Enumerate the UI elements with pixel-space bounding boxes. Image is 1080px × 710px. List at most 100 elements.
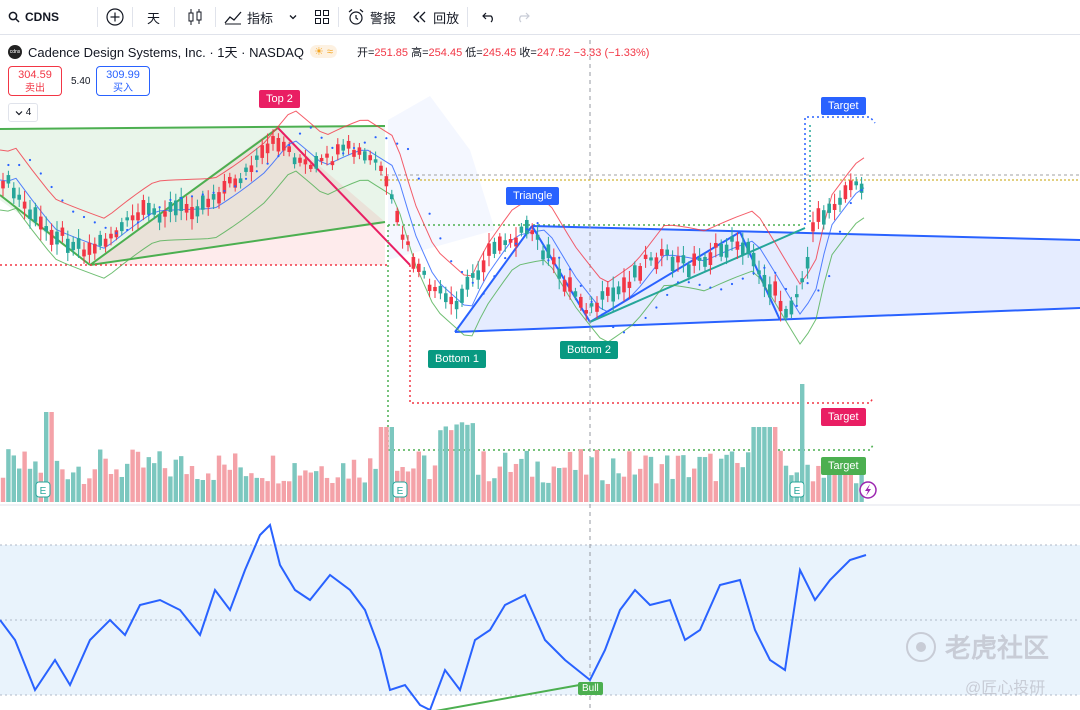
candle: [633, 261, 637, 282]
red-target-label[interactable]: Target: [821, 408, 866, 426]
replay-label: 回放: [433, 10, 460, 26]
ma-dot: [61, 199, 64, 202]
ma-dot: [385, 137, 388, 140]
candle: [368, 150, 372, 165]
ma-dot: [698, 283, 701, 286]
ma-dot: [439, 237, 442, 240]
volume-bar: [519, 458, 524, 502]
ma-dot: [180, 197, 183, 200]
volume-bar: [573, 469, 578, 502]
volume-bar: [492, 478, 497, 502]
layout-button[interactable]: [306, 0, 338, 34]
candle: [762, 264, 767, 298]
ma-dot: [7, 163, 10, 167]
ma-dot: [676, 281, 680, 284]
interval-button[interactable]: 天: [147, 10, 161, 26]
triangle-label[interactable]: Triangle: [506, 187, 560, 205]
ma-dot: [795, 304, 798, 307]
volume-bar: [778, 450, 783, 502]
volume-bar: [638, 468, 643, 502]
sell-button[interactable]: 304.59 卖出: [8, 66, 62, 96]
candle: [195, 199, 200, 224]
ma-dot: [374, 136, 377, 139]
candle: [12, 182, 16, 204]
volume-bar: [108, 474, 114, 502]
chart-type-button[interactable]: [175, 0, 215, 34]
candle: [82, 242, 86, 264]
volume-bar: [783, 465, 789, 502]
volume-bar: [756, 427, 762, 502]
volume-bar: [341, 463, 346, 502]
candle: [778, 290, 783, 322]
candle: [449, 286, 453, 315]
volume-bar: [816, 465, 821, 502]
replay-button[interactable]: 回放: [404, 0, 467, 34]
volume-bar: [486, 481, 492, 502]
candle: [103, 233, 108, 253]
volume-bar: [632, 474, 637, 502]
volume-bar: [584, 474, 589, 502]
volume-bar: [92, 469, 97, 502]
triangle-top-line: [531, 225, 1080, 241]
undo-button[interactable]: [468, 0, 510, 34]
volume-bar: [368, 458, 373, 502]
volume-bar: [643, 455, 648, 502]
candle: [768, 276, 772, 306]
volume-bar: [465, 424, 470, 502]
candle: [373, 151, 378, 171]
earnings-marker-2[interactable]: E: [392, 481, 408, 498]
earnings-marker-1[interactable]: E: [35, 481, 51, 498]
symbol-title[interactable]: Cadence Design Systems, Inc. · 1天 · NASD…: [28, 45, 304, 60]
alerts-button[interactable]: 警报: [339, 0, 404, 34]
volume-bar: [422, 455, 427, 502]
market-hours-icon[interactable]: ☀ ≈: [309, 45, 337, 58]
green-target-label[interactable]: Target: [821, 457, 866, 475]
bottom-2-label[interactable]: Bottom 2: [560, 341, 619, 359]
top-toolbar: CDNS 天 指标 警报 回放: [0, 0, 1080, 35]
compare-button[interactable]: [98, 0, 132, 34]
symbol-search[interactable]: CDNS: [0, 0, 67, 34]
top-2-label[interactable]: Top 2: [259, 90, 300, 108]
candle: [541, 244, 545, 266]
ma-dot: [687, 281, 690, 284]
ma-dot: [806, 282, 809, 285]
volume-bar: [713, 481, 718, 502]
tiger-logo-icon: [906, 631, 936, 662]
buy-button[interactable]: 309.99 买入: [96, 66, 150, 96]
volume-bar: [627, 451, 632, 502]
candle: [71, 236, 75, 256]
volume-bar: [71, 472, 76, 502]
bottom-1-label[interactable]: Bottom 1: [428, 350, 487, 368]
redo-button[interactable]: [510, 0, 536, 34]
volume-bar: [432, 465, 438, 502]
volume-bar: [362, 482, 367, 502]
blue-target-label[interactable]: Target: [821, 97, 866, 115]
ma-dot: [763, 266, 766, 269]
candle: [832, 193, 837, 221]
candle: [190, 196, 194, 230]
volume-bar: [249, 473, 254, 502]
volume-bar: [686, 477, 691, 502]
volume-bar: [211, 479, 216, 502]
ma-dot: [774, 271, 777, 274]
chevron-down-icon[interactable]: [288, 12, 298, 22]
candle: [611, 276, 615, 313]
volume-bar: [173, 459, 178, 502]
candle: [827, 197, 831, 219]
candle: [249, 155, 254, 182]
earnings-marker-3[interactable]: E: [789, 481, 805, 498]
indicators-button[interactable]: 指标: [216, 0, 306, 34]
lightning-icon[interactable]: [859, 481, 877, 499]
volume-bar: [114, 469, 119, 502]
candle: [130, 204, 135, 232]
ma-dot: [288, 144, 291, 147]
indicator-collapse-button[interactable]: 4: [8, 103, 38, 122]
volume-bar: [351, 459, 357, 502]
candle: [163, 200, 167, 228]
bull-label[interactable]: Bull: [578, 682, 603, 695]
candles-icon: [188, 9, 202, 25]
dotted-ma: [7, 126, 863, 334]
candle: [519, 222, 524, 237]
candle: [147, 196, 151, 221]
